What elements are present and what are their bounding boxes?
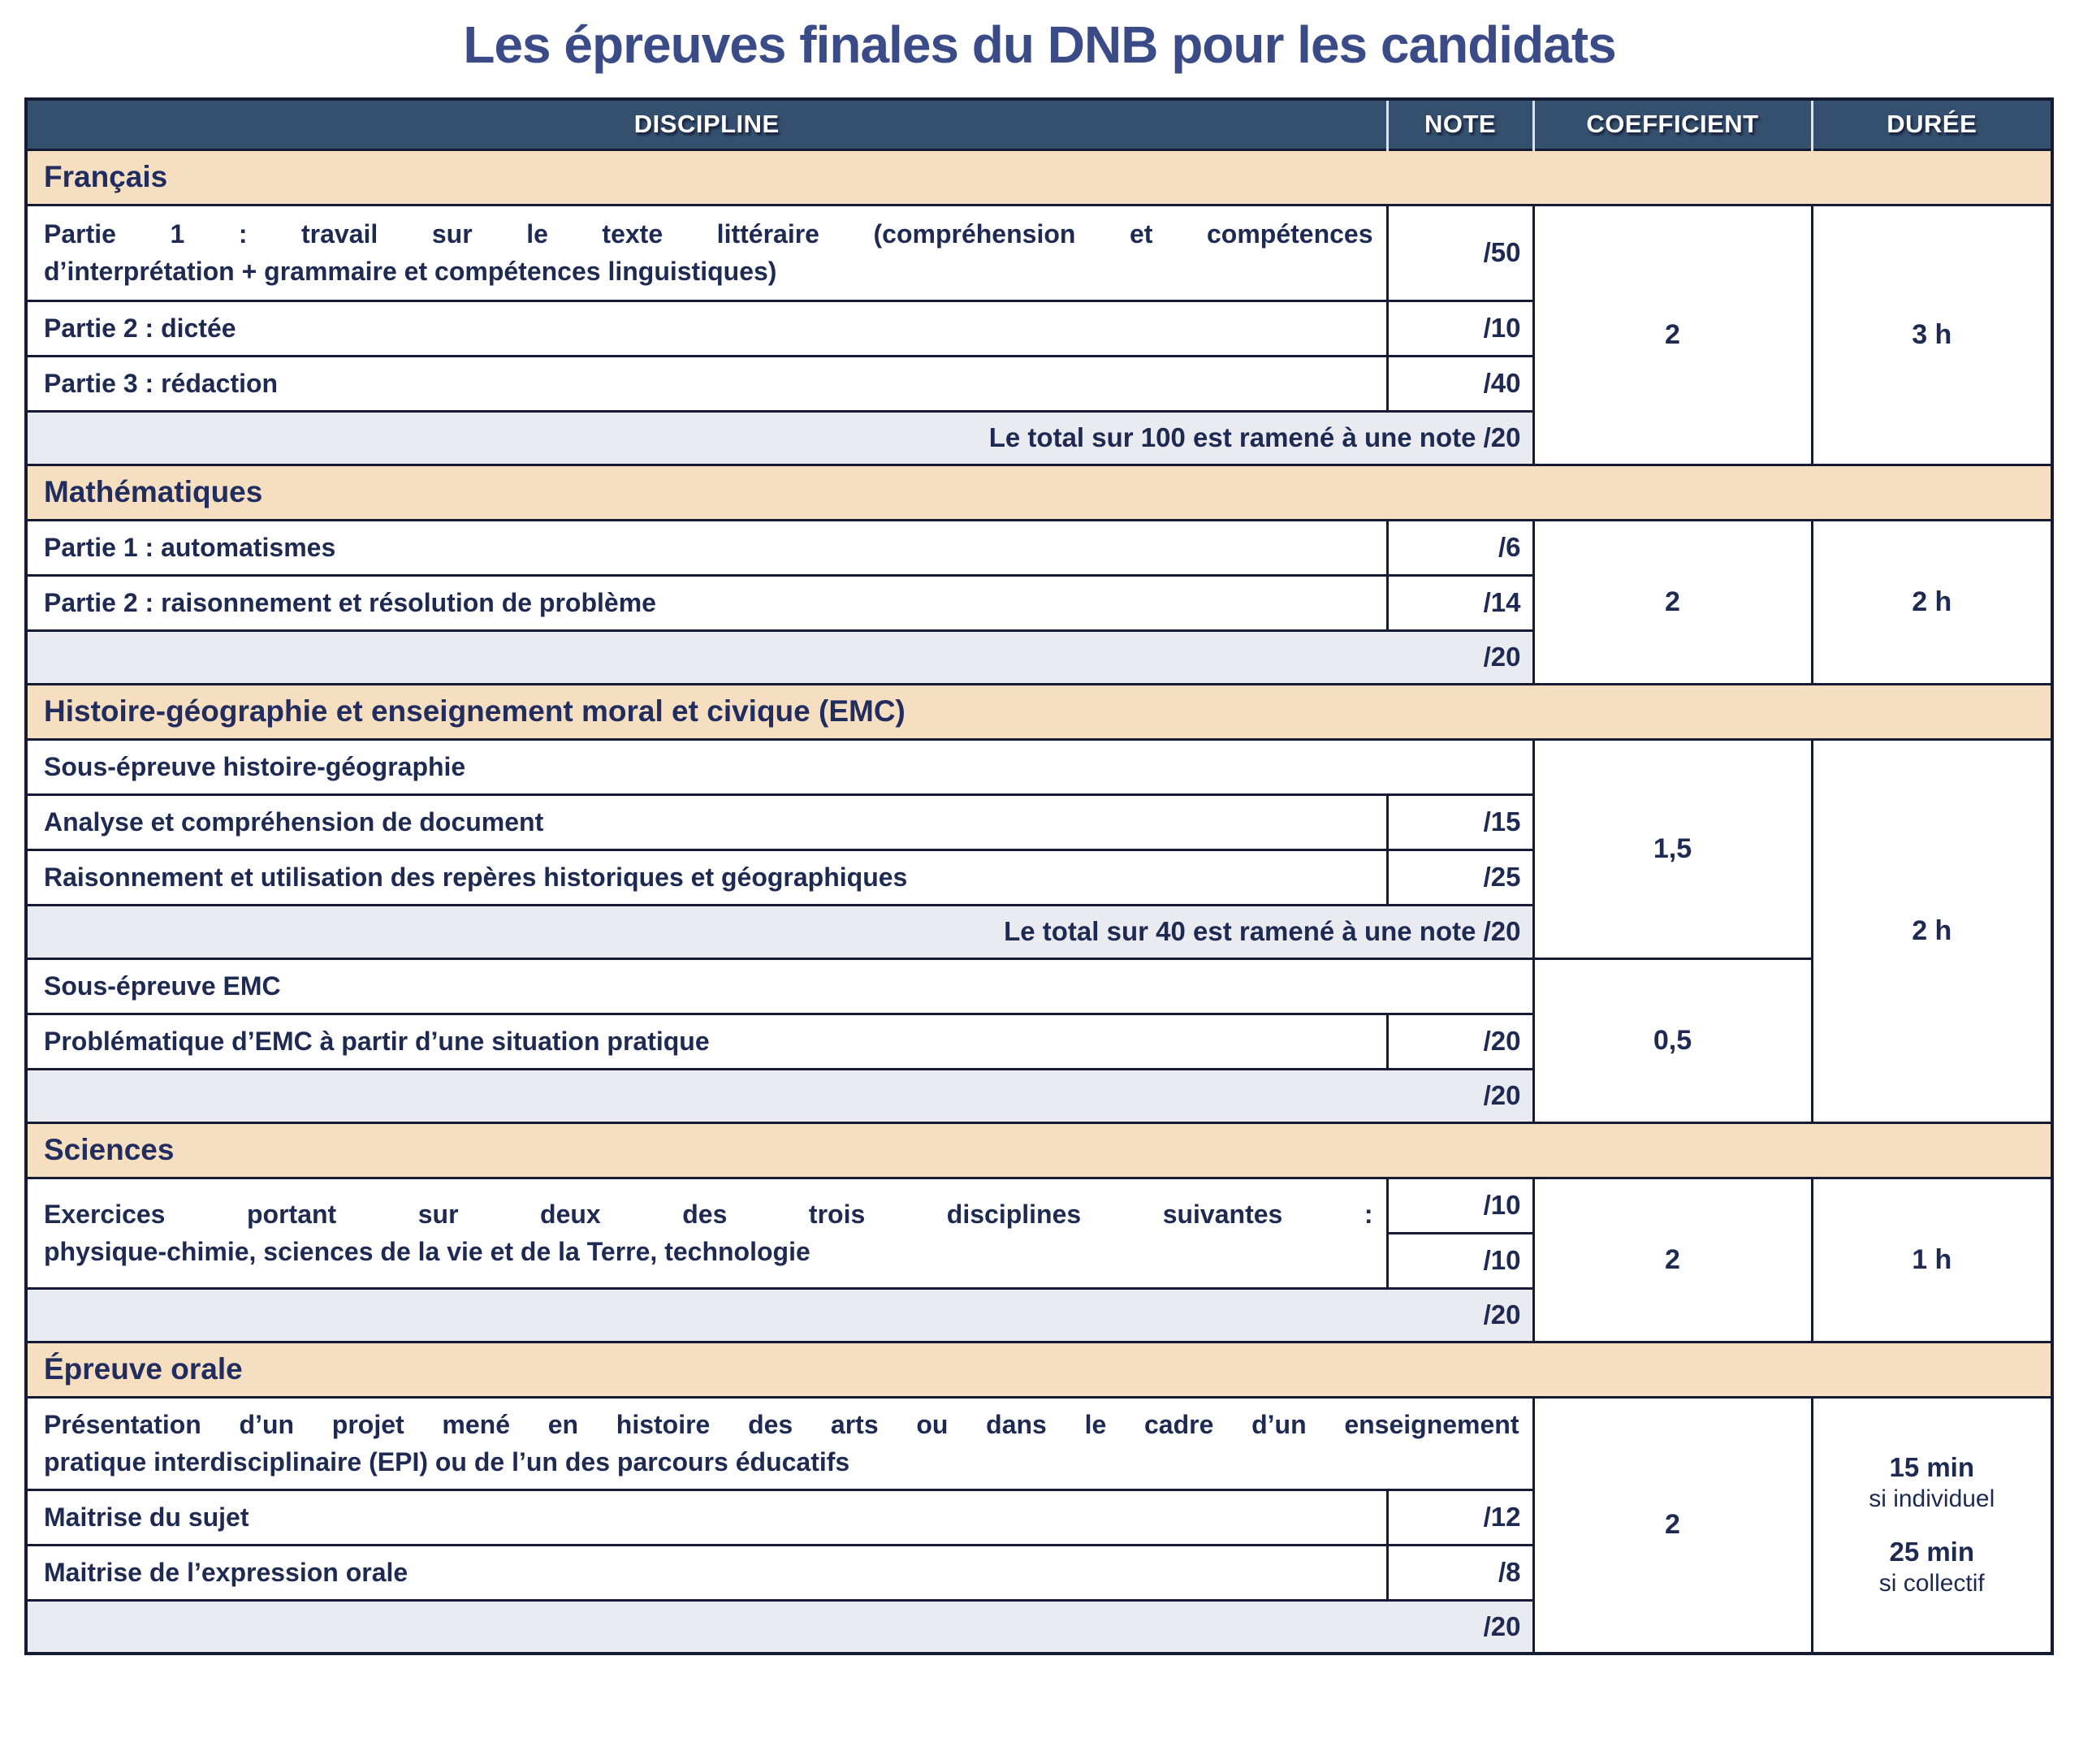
row-orale-total: /20 [24, 1598, 2052, 1655]
row-math-partie2: Partie 2 : raisonnement et résolution de… [24, 573, 2052, 632]
note-histoire-problematique: /20 [1385, 1012, 1535, 1070]
total-histoire-emc: /20 [24, 1067, 1535, 1124]
duree-orale-collectif-label: si collectif [1878, 1569, 1985, 1597]
cell-sous-epreuve-hg: Sous-épreuve histoire-géographie [24, 737, 1535, 796]
cell-orale-maitrise-expression: Maitrise de l’expression orale [24, 1543, 1389, 1602]
duree-sciences: 1 h [1810, 1176, 2054, 1343]
orale-presentation-line2: pratique interdisciplinaire (EPI) ou de … [44, 1447, 850, 1476]
cell-orale-presentation: Présentation d’un projet mené en histoir… [24, 1395, 1535, 1491]
note-francais-partie3: /40 [1385, 354, 1535, 413]
section-row-mathematiques: Mathématiques [24, 463, 2054, 521]
coefficient-orale: 2 [1532, 1395, 1813, 1655]
total-histoire-hg: Le total sur 40 est ramené à une note /2… [24, 903, 1535, 960]
row-francais-total: Le total sur 100 est ramené à une note /… [24, 409, 2052, 466]
col-header-duree: DURÉE [1810, 99, 2052, 149]
note-histoire-analyse: /15 [1385, 793, 1535, 851]
note-histoire-raisonnement: /25 [1385, 848, 1535, 906]
coefficient-histoire-hg: 1,5 [1532, 737, 1813, 960]
cell-sciences-exercices: Exercices portant sur deux des trois dis… [24, 1176, 1389, 1290]
duree-orale-individuel: 15 min [1889, 1451, 1975, 1482]
note-francais-partie1: /50 [1385, 203, 1535, 302]
note-francais-partie2: /10 [1385, 299, 1535, 357]
note-orale-maitrise-expression: /8 [1385, 1543, 1535, 1602]
cell-francais-partie1: Partie 1 : travail sur le texte littérai… [24, 203, 1389, 302]
cell-histoire-raisonnement: Raisonnement et utilisation des repères … [24, 848, 1389, 906]
duree-francais: 3 h [1810, 203, 2054, 466]
coefficient-francais: 2 [1532, 203, 1813, 466]
note-sciences-2: /10 [1385, 1231, 1535, 1290]
section-row-francais: Français [24, 148, 2054, 206]
duree-orale-collectif: 25 min [1889, 1536, 1975, 1567]
row-histoire-raisonnement: Raisonnement et utilisation des repères … [24, 848, 2052, 906]
row-orale-presentation: Présentation d’un projet mené en histoir… [24, 1395, 2054, 1655]
row-histoire-sous-epreuve-hg: Sous-épreuve histoire-géographie 1,5 2 h [24, 737, 2054, 1124]
section-header-mathematiques: Mathématiques [24, 463, 2054, 521]
coefficient-histoire-emc: 0,5 [1532, 957, 1813, 1124]
row-francais-partie2: Partie 2 : dictée /10 [24, 299, 2052, 357]
section-header-orale: Épreuve orale [24, 1340, 2054, 1399]
total-sciences: /20 [24, 1286, 1535, 1343]
francais-partie1-line1: Partie 1 : travail sur le texte littérai… [44, 219, 1373, 249]
cell-orale-maitrise-sujet: Maitrise du sujet [24, 1488, 1389, 1546]
row-sciences-exercices-1: Exercices portant sur deux des trois dis… [24, 1176, 2054, 1343]
sciences-exercices-line2: physique-chimie, sciences de la vie et d… [44, 1237, 810, 1266]
row-histoire-sous-epreuve-emc: Sous-épreuve EMC 0,5 [24, 957, 2052, 1124]
note-orale-maitrise-sujet: /12 [1385, 1488, 1535, 1546]
duree-orale-spacer [1822, 1515, 2043, 1536]
duree-orale: 15 min si individuel 25 min si collectif [1810, 1395, 2054, 1655]
row-francais-partie1: Partie 1 : travail sur le texte littérai… [24, 203, 2054, 466]
sciences-exercices-line1: Exercices portant sur deux des trois dis… [44, 1200, 1373, 1229]
dnb-exam-table: DISCIPLINE NOTE COEFFICIENT DURÉE França… [24, 97, 2054, 1655]
row-math-partie1: Partie 1 : automatismes /6 2 2 h [24, 518, 2054, 685]
cell-math-partie2: Partie 2 : raisonnement et résolution de… [24, 573, 1389, 632]
row-sciences-exercices-2: /10 [26, 1231, 2052, 1290]
total-mathematiques: /20 [24, 629, 1535, 685]
cell-francais-partie2: Partie 2 : dictée [24, 299, 1389, 357]
row-histoire-problematique: Problématique d’EMC à partir d’une situa… [24, 1012, 2052, 1070]
col-header-note: NOTE [1385, 99, 1533, 149]
total-orale: /20 [24, 1598, 1535, 1655]
total-francais: Le total sur 100 est ramené à une note /… [24, 409, 1535, 466]
row-math-total: /20 [24, 629, 2052, 685]
coefficient-sciences: 2 [1532, 1176, 1813, 1343]
francais-partie1-line2: d’interprétation + grammaire et compéten… [44, 257, 777, 286]
section-header-francais: Français [24, 148, 2054, 206]
row-histoire-analyse: Analyse et compréhension de document /15 [24, 793, 2052, 851]
cell-histoire-analyse: Analyse et compréhension de document [24, 793, 1389, 851]
page-title: Les épreuves finales du DNB pour les can… [463, 15, 1616, 74]
row-histoire-total-hg: Le total sur 40 est ramené à une note /2… [24, 903, 2052, 960]
cell-sous-epreuve-emc: Sous-épreuve EMC [24, 957, 1535, 1015]
section-row-orale: Épreuve orale [24, 1340, 2054, 1399]
section-header-histoire: Histoire-géographie et enseignement mora… [24, 682, 2054, 741]
col-header-discipline: DISCIPLINE [26, 99, 1387, 149]
section-header-sciences: Sciences [24, 1121, 2054, 1179]
row-francais-partie3: Partie 3 : rédaction /40 [24, 354, 2052, 413]
orale-presentation-line1: Présentation d’un projet mené en histoir… [44, 1410, 1519, 1439]
cell-math-partie1: Partie 1 : automatismes [24, 518, 1389, 577]
cell-histoire-problematique: Problématique d’EMC à partir d’une situa… [24, 1012, 1389, 1070]
section-row-sciences: Sciences [24, 1121, 2054, 1179]
note-math-partie1: /6 [1385, 518, 1535, 577]
table-header-row: DISCIPLINE NOTE COEFFICIENT DURÉE [26, 99, 2052, 149]
row-orale-maitrise-sujet: Maitrise du sujet /12 [24, 1488, 2052, 1546]
section-row-histoire: Histoire-géographie et enseignement mora… [24, 682, 2054, 741]
duree-orale-individuel-label: si individuel [1869, 1485, 1995, 1512]
coefficient-mathematiques: 2 [1532, 518, 1813, 685]
col-header-coefficient: COEFFICIENT [1532, 99, 1812, 149]
row-histoire-total-emc: /20 [24, 1067, 2052, 1124]
duree-histoire: 2 h [1810, 737, 2054, 1124]
note-math-partie2: /14 [1385, 573, 1535, 632]
cell-francais-partie3: Partie 3 : rédaction [24, 354, 1389, 413]
note-sciences-1: /10 [1385, 1176, 1535, 1234]
row-sciences-total: /20 [24, 1286, 2052, 1343]
duree-mathematiques: 2 h [1810, 518, 2054, 685]
row-orale-maitrise-expression: Maitrise de l’expression orale /8 [24, 1543, 2052, 1602]
